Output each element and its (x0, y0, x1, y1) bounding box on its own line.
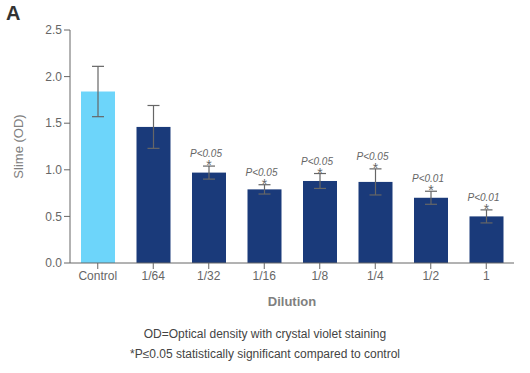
svg-text:1/16: 1/16 (253, 269, 277, 283)
svg-text:1/32: 1/32 (197, 269, 221, 283)
svg-text:0.0: 0.0 (45, 256, 62, 270)
svg-text:1: 1 (483, 269, 490, 283)
html-text:A: A (6, 2, 21, 24)
svg-text:1/2: 1/2 (422, 269, 439, 283)
svg-text:2.0: 2.0 (45, 70, 62, 84)
html-text:OD=Optical density with crysta: OD=Optical density with crystal violet s… (143, 327, 387, 341)
svg-text:1/64: 1/64 (142, 269, 166, 283)
html-text:*P≤0.05 statistically signific: *P≤0.05 statistically significant compar… (130, 347, 400, 361)
svg-text:P<0.05: P<0.05 (357, 151, 389, 162)
svg-text:Control: Control (78, 269, 117, 283)
svg-text:P<0.05: P<0.05 (190, 148, 222, 159)
svg-text:1/4: 1/4 (367, 269, 384, 283)
svg-text:P<0.05: P<0.05 (246, 167, 278, 178)
svg-text:P<0.05: P<0.05 (301, 156, 333, 167)
svg-text:2.5: 2.5 (45, 23, 62, 37)
svg-text:P<0.01: P<0.01 (468, 192, 500, 203)
svg-text:1.0: 1.0 (45, 163, 62, 177)
svg-text:0.5: 0.5 (45, 210, 62, 224)
svg-text:Dilution: Dilution (268, 294, 316, 309)
svg-text:1/8: 1/8 (311, 269, 328, 283)
svg-text:1.5: 1.5 (45, 116, 62, 130)
svg-text:P<0.01: P<0.01 (412, 173, 444, 184)
svg-text:Slime (OD): Slime (OD) (11, 114, 26, 178)
